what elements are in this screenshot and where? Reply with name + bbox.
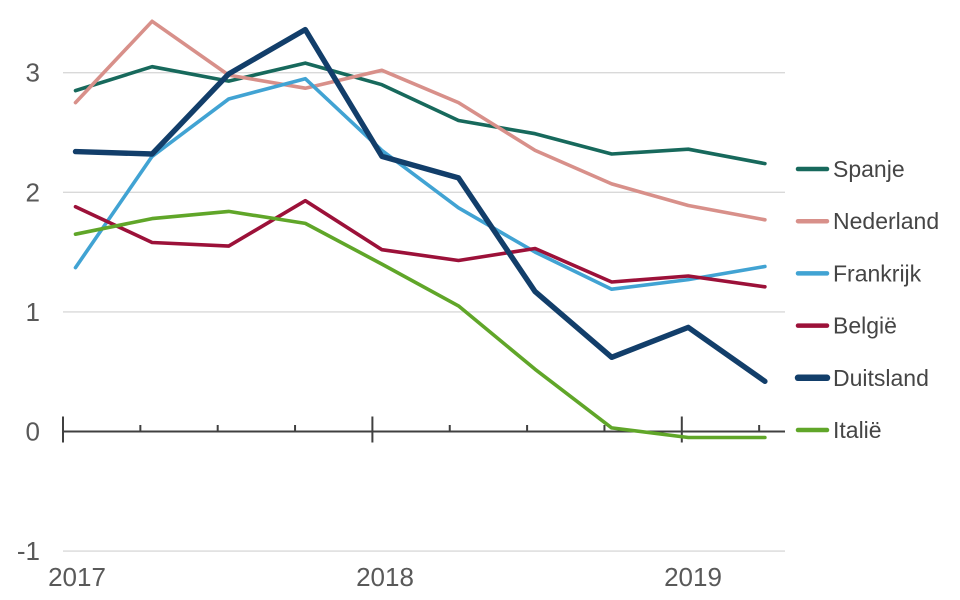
legend-item-2: Frankrijk xyxy=(795,260,922,286)
legend-label: België xyxy=(833,313,897,339)
series-lines xyxy=(72,19,768,440)
legend-label: Duitsland xyxy=(833,365,929,391)
series-line-2 xyxy=(73,76,767,292)
legend-item-4: Duitsland xyxy=(794,365,929,391)
x-axis-label: 2017 xyxy=(48,562,106,592)
legend: Spanje Nederland Frankrijk België Duitsland I… xyxy=(794,156,939,443)
y-axis-label: 0 xyxy=(26,417,40,447)
series-line-4 xyxy=(72,26,768,384)
legend-label: Nederland xyxy=(833,208,939,234)
y-axis-labels: 3 2 1 0 -1 xyxy=(17,58,40,566)
y-axis-label: -1 xyxy=(17,536,40,566)
y-axis-label: 2 xyxy=(26,177,40,207)
x-axis-label: 2018 xyxy=(356,562,414,592)
x-axis-labels: 2017 2018 2019 xyxy=(48,562,722,592)
legend-label: Spanje xyxy=(833,156,905,182)
series-line-1 xyxy=(73,19,767,222)
x-axis xyxy=(62,416,785,443)
gridlines xyxy=(63,71,785,552)
legend-item-0: Spanje xyxy=(795,156,905,182)
legend-item-5: Italië xyxy=(795,417,882,443)
legend-label: Frankrijk xyxy=(833,260,922,286)
series-line-0 xyxy=(73,61,767,166)
x-axis-label: 2019 xyxy=(664,562,722,592)
series-line-3 xyxy=(73,198,767,289)
y-axis-label: 3 xyxy=(26,58,40,88)
legend-item-1: Nederland xyxy=(795,208,939,234)
legend-label: Italië xyxy=(833,417,882,443)
legend-item-3: België xyxy=(795,313,897,339)
y-axis-label: 1 xyxy=(26,297,40,327)
series-line-5 xyxy=(73,209,767,440)
